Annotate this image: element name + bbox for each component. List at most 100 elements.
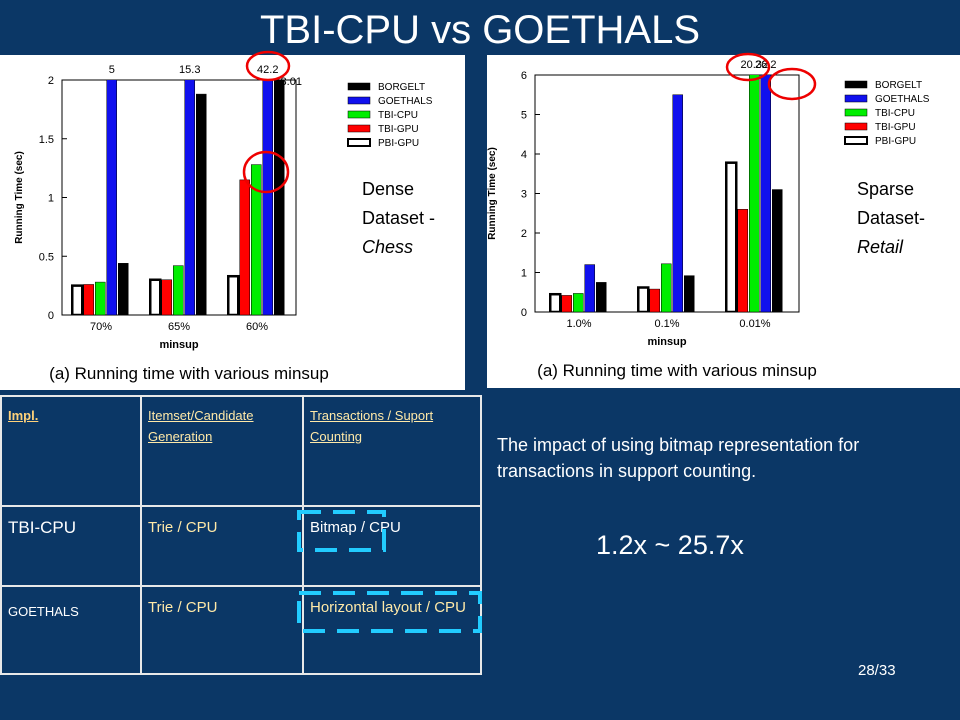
chart: 0 0.5 1 1.5 2 Running Time (sec) 70% 5 65% 15.3 60… [14,64,435,383]
annotation: Dataset- [857,208,925,228]
bar [149,278,162,315]
bar [95,281,106,315]
legend-swatch [844,108,868,117]
bar [749,75,760,312]
y-tick-label: 3 [521,189,527,201]
caption: (a) Running time with various minsup [49,364,329,383]
legend-label: PBI-GPU [875,136,916,147]
x-tick-label: 0.1% [654,318,679,330]
bar [106,80,117,315]
x-tick-label: 60% [246,321,268,333]
y-tick-label: 1 [521,268,527,280]
chart-panel: 0 1 2 3 4 5 6 Running Time (sec) 1.0% 0.1% 0.01% 20… [487,55,960,388]
value-label: 26.2 [755,59,776,71]
x-tick-label: 70% [90,321,112,333]
bar [161,279,172,315]
bar [760,75,771,312]
bars [71,80,285,315]
annotation: Dataset - [362,208,435,228]
bar [725,161,738,312]
y-tick-label: 1.5 [39,134,54,146]
bar [672,94,683,312]
legend-label: TBI-CPU [378,110,418,121]
bar [661,263,672,312]
value-label: 8.01 [281,76,302,88]
cell: Trie / CPU [140,585,304,675]
legend-label: BORGELT [378,82,425,93]
cell: GOETHALS [0,585,142,675]
cell: Bitmap / CPU [302,505,482,587]
y-tick-label: 1 [48,193,54,205]
header-cell: Transactions / Suport Counting [302,395,482,507]
bar [684,275,695,312]
y-tick-label: 4 [521,149,527,161]
y-tick-label: 0 [521,307,527,319]
cell: Trie / CPU [140,505,304,587]
annotation: Chess [362,237,413,257]
x-tick-label: 0.01% [739,318,770,330]
bar [196,93,207,315]
slide-title: TBI-CPU vs GOETHALS [259,8,701,52]
bar [239,179,250,315]
legend-label: GOETHALS [378,96,433,107]
bar [649,288,660,312]
bar [772,189,783,312]
annotation: Sparse [857,179,914,199]
bar [637,286,650,312]
legend-swatch [844,136,868,145]
bar [184,80,195,315]
legend-swatch [347,124,371,133]
header-cell: Itemset/Candidate Generation [140,395,304,507]
bar [549,292,562,312]
value-label: 42.2 [257,64,278,76]
page-number: 28/33 [858,662,896,679]
bar [173,265,184,315]
legend-label: TBI-CPU [875,108,915,119]
x-tick-label: 1.0% [566,318,591,330]
legend-label: TBI-GPU [378,124,419,135]
bar [573,293,584,312]
bar [561,295,572,312]
annotation: Retail [857,237,904,257]
value-label: 5 [109,64,115,76]
legend-label: BORGELT [875,80,922,91]
bars [549,75,783,312]
caption: (a) Running time with various minsup [537,361,817,380]
cell: Horizontal layout / CPU [302,585,482,675]
y-tick-label: 5 [521,110,527,122]
bar [596,282,607,312]
chart-panel: 0 0.5 1 1.5 2 Running Time (sec) 70% 5 65% 15.3 60… [0,55,465,390]
x-axis-label: minsup [647,336,686,348]
legend-label: PBI-GPU [378,138,419,149]
x-axis-label: minsup [159,339,198,351]
y-tick-label: 2 [521,228,527,240]
bar [274,80,285,315]
bar [262,80,273,315]
cell: TBI-CPU [0,505,142,587]
y-tick-label: 0.5 [39,251,54,263]
legend-swatch [844,80,868,89]
legend-swatch [844,94,868,103]
y-tick-label: 6 [521,70,527,82]
legend-swatch [347,110,371,119]
bar [83,284,94,315]
bar [584,264,595,312]
y-axis-label: Running Time (sec) [487,147,498,240]
speedup: 1.2x ~ 25.7x [596,530,744,560]
legend-swatch [844,122,868,131]
y-tick-label: 2 [48,75,54,87]
value-label: 15.3 [179,64,200,76]
legend-label: TBI-GPU [875,122,916,133]
y-axis-label: Running Time (sec) [14,151,25,244]
bar [71,284,84,315]
legend-swatch [347,96,371,105]
legend-label: GOETHALS [875,94,930,105]
note: The impact of using bitmap representatio… [497,435,860,481]
bar [118,263,129,315]
bar [227,274,240,315]
bar [251,164,262,315]
bar [737,209,748,312]
header-cell: Impl. [0,395,142,507]
